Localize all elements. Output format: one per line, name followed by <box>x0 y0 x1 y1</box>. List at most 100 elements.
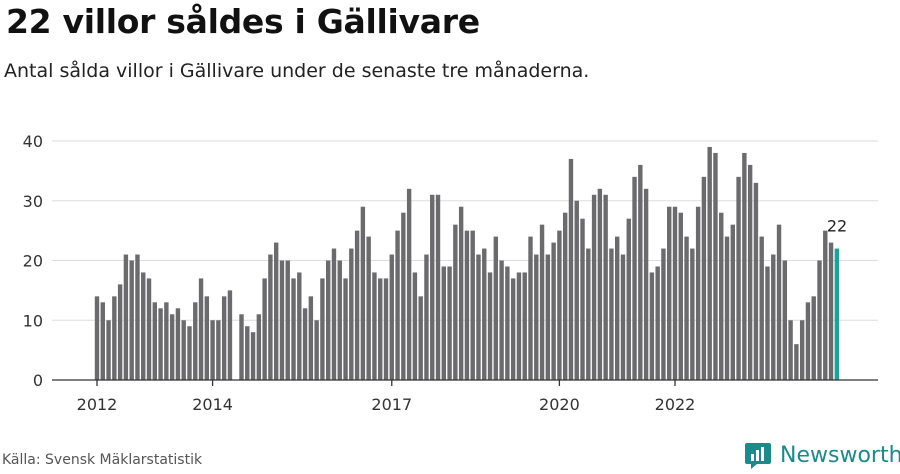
bar <box>701 176 707 380</box>
bar <box>528 236 533 380</box>
bar <box>354 230 360 381</box>
y-tick-label: 40 <box>23 132 43 151</box>
bar <box>106 320 111 380</box>
bar <box>730 224 735 380</box>
bar <box>609 248 614 380</box>
bar <box>794 344 799 380</box>
bar <box>695 206 701 380</box>
bar <box>227 290 233 381</box>
bar <box>146 278 152 380</box>
x-tick-label: 2017 <box>371 395 412 414</box>
bar <box>776 224 782 380</box>
bar <box>343 278 348 380</box>
bar <box>221 296 227 380</box>
bar <box>204 296 210 380</box>
bar-highlight <box>834 248 840 380</box>
bar <box>690 248 695 380</box>
bar <box>828 242 834 380</box>
bar <box>331 248 337 380</box>
bar <box>534 254 539 380</box>
bar <box>141 272 146 380</box>
bar <box>482 248 487 380</box>
bar <box>268 254 273 380</box>
bar <box>661 248 666 380</box>
bar <box>724 236 730 380</box>
bar <box>568 158 574 380</box>
bar <box>771 254 776 380</box>
bar <box>649 272 655 380</box>
bar <box>510 278 516 380</box>
bar <box>759 236 764 380</box>
bar <box>516 272 522 380</box>
bar <box>378 278 383 380</box>
bar <box>620 254 626 380</box>
bar <box>112 296 117 380</box>
bar <box>615 236 620 380</box>
axis-labels: 0 10 20 30 40 2012 2014 2017 2020 2022 22 <box>23 132 848 414</box>
bar <box>453 224 458 380</box>
bar <box>372 272 377 380</box>
bar <box>736 176 741 380</box>
bar <box>799 320 805 380</box>
bar <box>447 266 452 380</box>
bar <box>383 278 389 380</box>
chart-subtitle: Antal sålda villor i Gällivare under de … <box>4 60 590 82</box>
bar <box>418 296 423 380</box>
value-annotation: 22 <box>827 217 847 236</box>
bar <box>245 326 250 380</box>
y-tick-label: 0 <box>33 371 43 390</box>
bar <box>655 266 660 380</box>
bar <box>164 302 169 380</box>
bar <box>805 302 811 380</box>
bar <box>603 194 608 380</box>
bar <box>123 254 129 380</box>
bar <box>586 248 591 380</box>
bar <box>505 266 510 380</box>
bar <box>678 212 683 380</box>
bar <box>216 320 221 380</box>
bar <box>747 164 753 380</box>
bar <box>539 224 545 380</box>
bar <box>574 200 579 380</box>
bar <box>360 206 366 380</box>
bar <box>522 272 527 380</box>
bar <box>285 260 290 380</box>
bar <box>684 236 689 380</box>
bar <box>412 272 418 380</box>
bar <box>100 302 105 380</box>
bar <box>337 260 342 380</box>
bar <box>256 314 262 380</box>
bar <box>152 302 157 380</box>
bar <box>187 326 192 380</box>
brand-logo: Newsworthy <box>744 440 900 470</box>
y-tick-label: 30 <box>23 192 43 211</box>
bar <box>788 320 793 380</box>
bar <box>320 278 325 380</box>
bar <box>441 266 446 380</box>
bar <box>181 320 186 380</box>
bar <box>279 260 285 380</box>
bar <box>406 188 412 380</box>
bar <box>817 260 822 380</box>
bar <box>401 212 406 380</box>
bar <box>823 230 828 381</box>
bar <box>349 248 354 380</box>
bar <box>210 320 215 380</box>
bar <box>707 146 712 380</box>
bar <box>435 194 441 380</box>
bar <box>811 296 816 380</box>
bar <box>487 272 493 380</box>
bar <box>314 320 319 380</box>
bar <box>632 176 637 380</box>
bar-chart: 0 10 20 30 40 2012 2014 2017 2020 2022 22 <box>23 132 878 414</box>
bar <box>545 254 551 380</box>
bar <box>326 260 331 380</box>
bars <box>94 146 840 381</box>
bar <box>753 182 759 380</box>
bar <box>193 302 198 380</box>
newsworthy-logo-icon <box>745 443 771 469</box>
y-tick-label: 20 <box>23 252 43 271</box>
brand-name: Newsworthy <box>780 442 900 468</box>
bar <box>94 296 100 380</box>
bar <box>117 284 123 380</box>
